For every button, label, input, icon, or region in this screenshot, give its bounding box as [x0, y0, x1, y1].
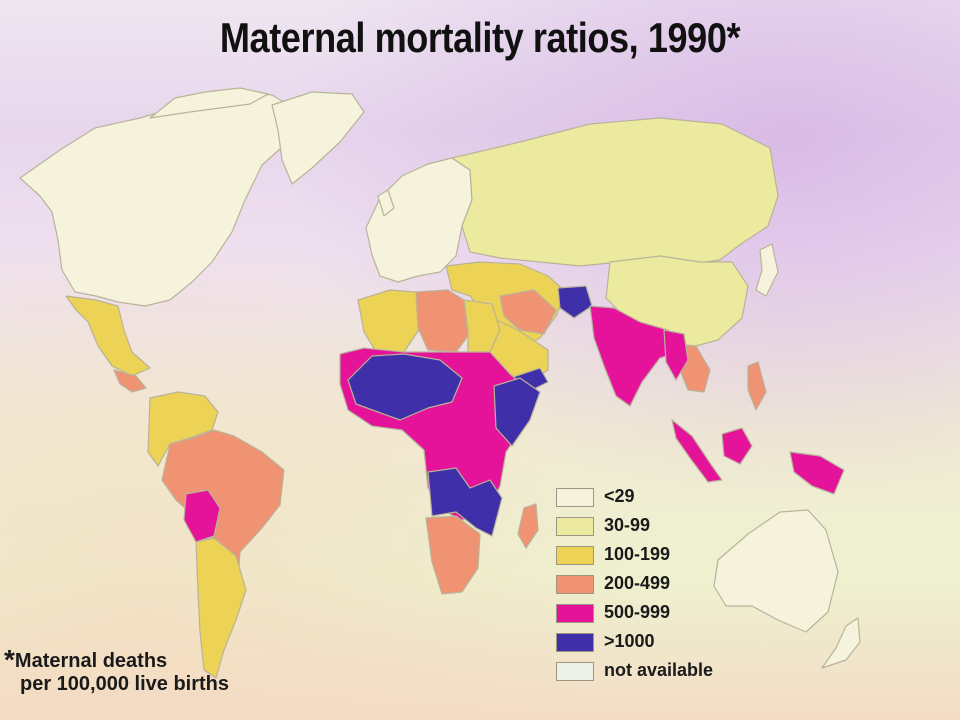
region-philippines [747, 361, 767, 411]
legend-item: 200-499 [556, 571, 756, 600]
region-north-africa [415, 289, 469, 353]
region-new-guinea [789, 451, 845, 495]
region-iran [499, 289, 557, 335]
footnote: *Maternal deaths per 100,000 live births [4, 646, 229, 696]
region-madagascar [517, 503, 539, 549]
region-europe [365, 157, 473, 283]
region-east-africa [427, 467, 503, 537]
region-sahel [347, 353, 463, 421]
legend-label: <29 [604, 486, 635, 506]
region-uk [377, 189, 395, 217]
region-japan [755, 243, 779, 297]
region-borneo [721, 427, 753, 465]
region-bolivia [183, 489, 221, 543]
region-russia [451, 117, 779, 267]
region-northwest-africa [357, 289, 421, 359]
legend-item: >1000 [556, 629, 756, 658]
region-sumatra [671, 419, 723, 483]
legend-label: 200-499 [604, 573, 671, 593]
legend-label: 500-999 [604, 602, 671, 622]
footnote-text-2: per 100,000 live births [20, 673, 230, 695]
legend-swatch [556, 662, 594, 681]
legend-swatch [556, 575, 594, 594]
legend-swatch [556, 488, 594, 507]
region-australia [713, 509, 839, 633]
region-afghanistan [557, 285, 593, 319]
region-arctic-islands [149, 87, 269, 119]
region-horn-of-africa [493, 377, 541, 447]
legend-label: 30-99 [604, 515, 651, 535]
legend-item: <29 [556, 484, 756, 513]
region-burma [663, 329, 689, 381]
region-southern-cone [195, 537, 247, 679]
legend-item: 100-199 [556, 542, 756, 571]
legend-label: not available [604, 660, 714, 680]
footnote-line-2: per 100,000 live births [4, 673, 229, 696]
region-new-zealand [821, 617, 861, 669]
legend-swatch [556, 546, 594, 565]
legend-swatch [556, 517, 594, 536]
region-mexico [65, 295, 151, 377]
map-title: Maternal mortality ratios, 1990* [219, 14, 741, 61]
legend-label: >1000 [604, 631, 655, 651]
region-south-asia [589, 305, 681, 407]
region-central-america [113, 369, 147, 393]
legend-item: 30-99 [556, 513, 756, 542]
footnote-marker: * [4, 644, 15, 675]
region-northern-south-america [147, 391, 219, 467]
legend-swatch [556, 633, 594, 652]
region-southern-africa [425, 515, 481, 595]
footnote-text-1: Maternal deaths [14, 650, 168, 672]
legend-item: 500-999 [556, 600, 756, 629]
region-north-america [19, 91, 301, 307]
footnote-line-1: *Maternal deaths [4, 646, 229, 674]
legend-label: 100-199 [604, 544, 671, 564]
legend-item: not available [556, 658, 756, 687]
map-legend: <29 30-99 100-199 200-499 500-999 >1000 … [556, 484, 756, 687]
legend-swatch [556, 604, 594, 623]
region-greenland [271, 91, 365, 185]
